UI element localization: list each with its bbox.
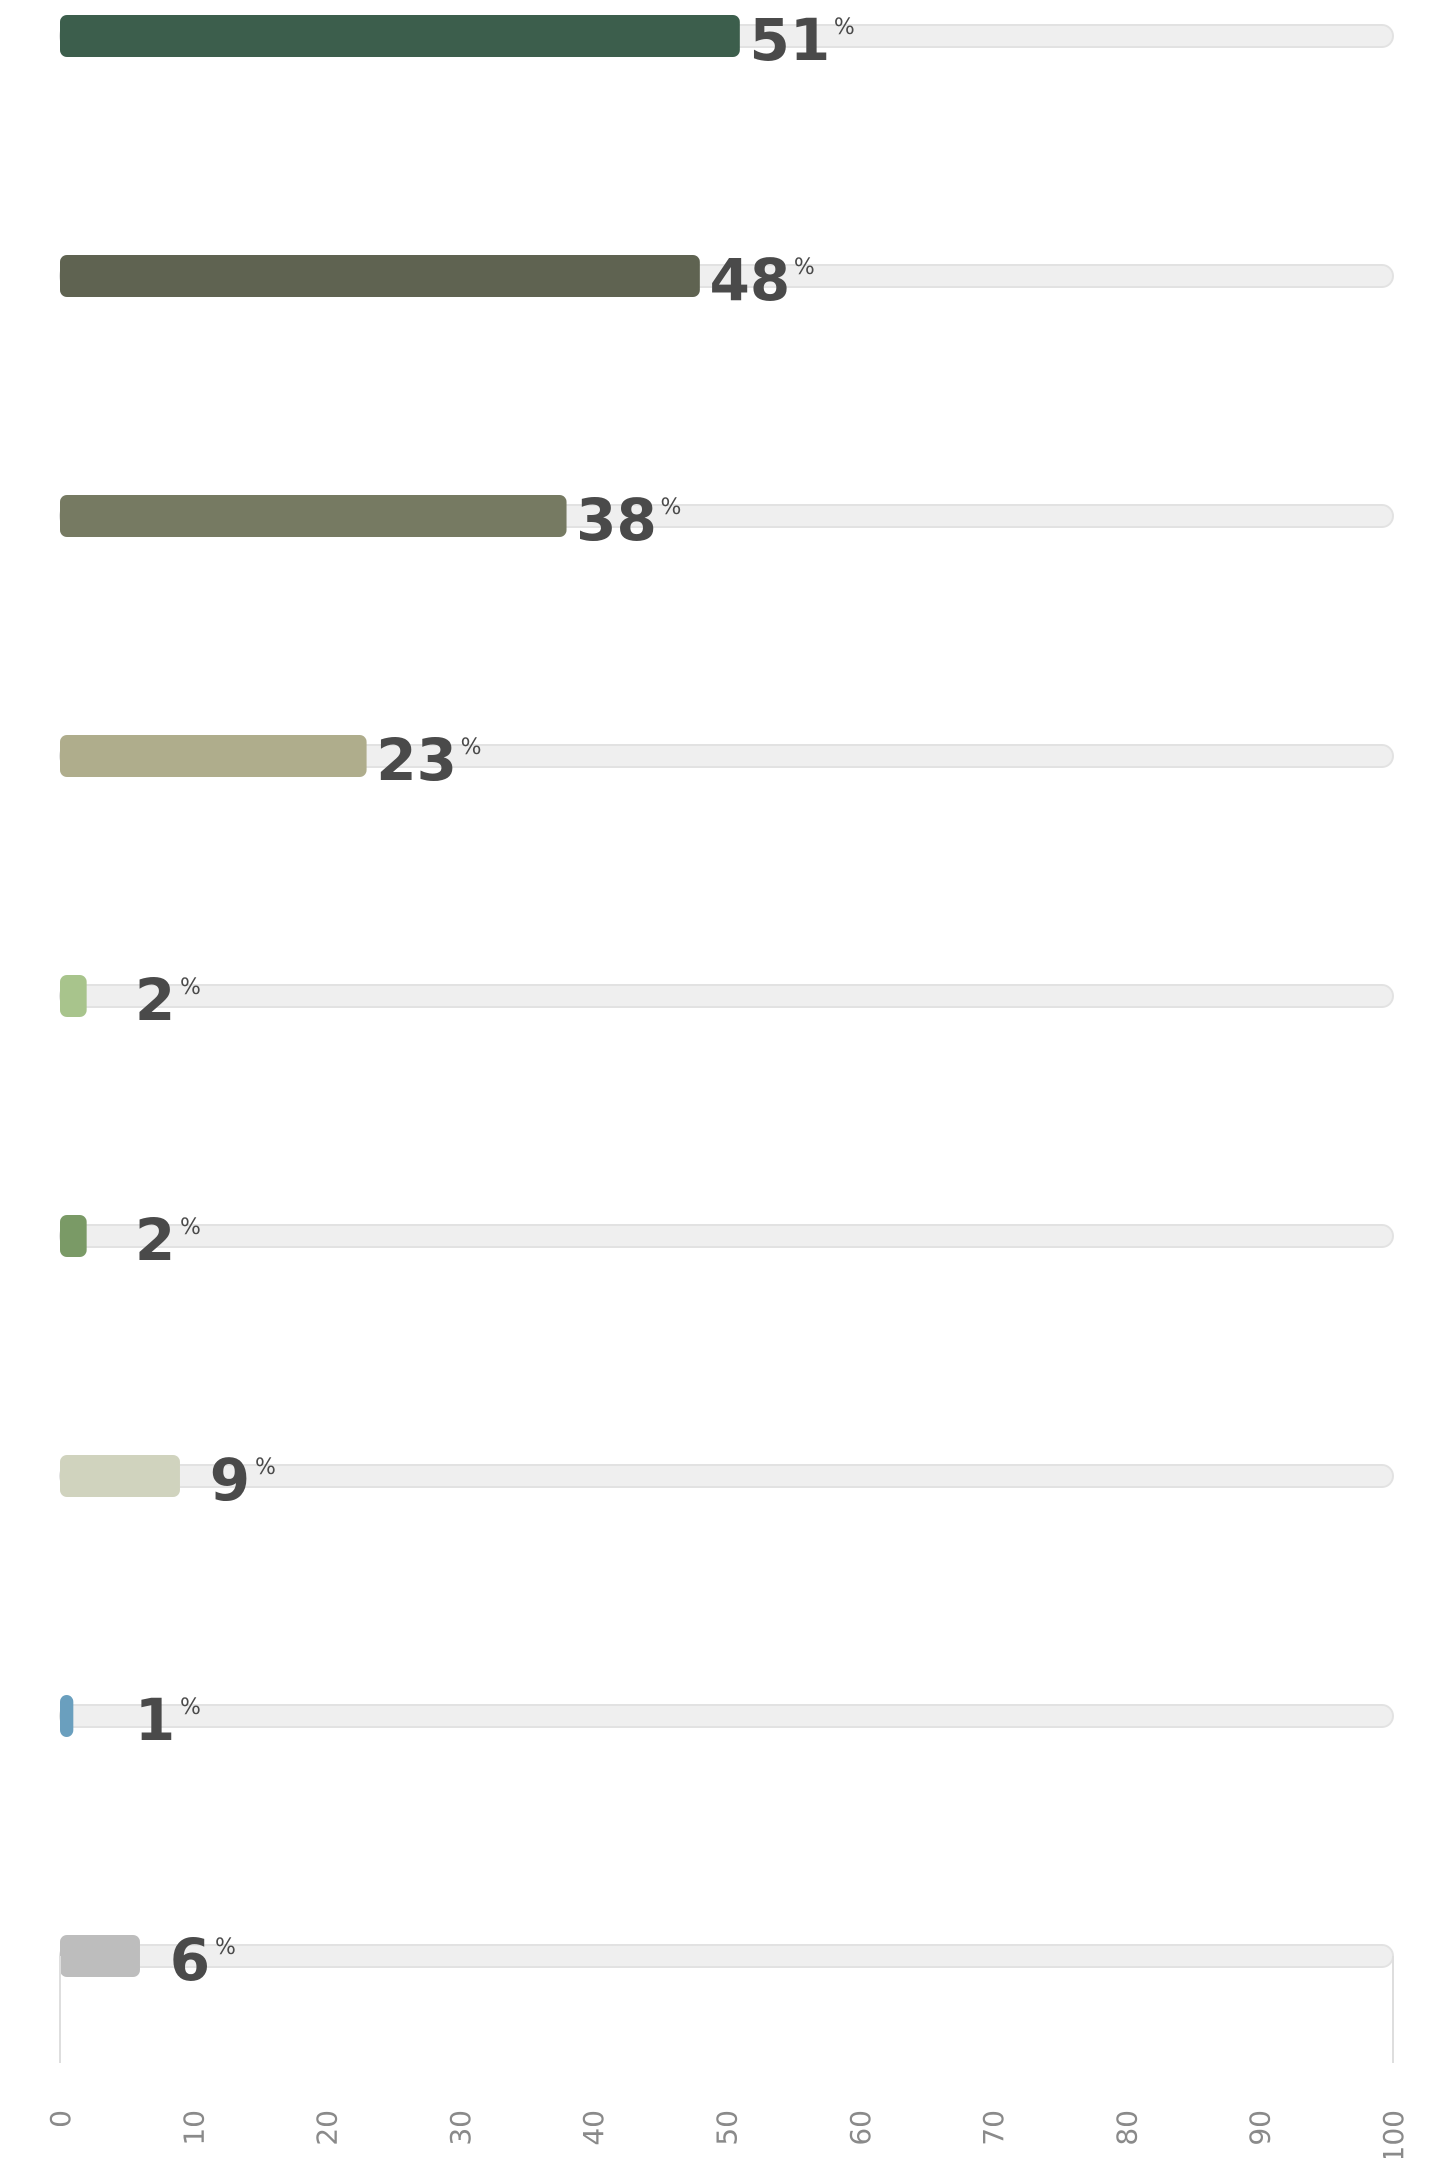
- value-label: 48: [709, 246, 790, 314]
- bar-tracks: [59, 24, 1394, 1968]
- x-tick-label: 10: [177, 2110, 210, 2146]
- value-unit: %: [180, 1695, 201, 1720]
- value-unit: %: [461, 735, 482, 760]
- bar-track: [59, 1224, 1394, 1248]
- value-label: 1: [135, 1686, 175, 1754]
- value-unit: %: [834, 15, 855, 40]
- bars: [60, 15, 740, 1977]
- bar: [60, 495, 567, 537]
- value-unit: %: [180, 975, 201, 1000]
- bar: [60, 255, 700, 297]
- value-unit: %: [794, 255, 815, 280]
- bar: [60, 1455, 180, 1497]
- x-tick-label: 60: [844, 2110, 877, 2146]
- x-tick-label: 20: [311, 2110, 344, 2146]
- value-unit: %: [255, 1455, 276, 1480]
- bar-track: [59, 1944, 1394, 1968]
- value-label: 9: [210, 1446, 250, 1514]
- x-tick-label: 90: [1244, 2110, 1277, 2146]
- value-label: 2: [135, 966, 175, 1034]
- value-label: 6: [170, 1926, 210, 1994]
- value-label: 38: [576, 486, 657, 554]
- x-tick-label: 30: [444, 2110, 477, 2146]
- x-tick-label: 50: [711, 2110, 744, 2146]
- value-labels: 51 %48 %38 %23 %2 %2 %9 %1 %6%: [135, 6, 855, 1994]
- bar: [60, 1695, 74, 1737]
- x-tick-label: 70: [977, 2110, 1010, 2146]
- value-label: 2: [135, 1206, 175, 1274]
- bar-track: [59, 984, 1394, 1008]
- value-unit: %: [661, 495, 682, 520]
- bar: [60, 1215, 87, 1257]
- x-tick-label: 0: [44, 2110, 77, 2128]
- bar: [60, 975, 87, 1017]
- x-tick-label: 100: [1377, 2110, 1410, 2158]
- bar: [60, 15, 740, 57]
- bar-track: [59, 1704, 1394, 1728]
- bar: [60, 735, 367, 777]
- value-label: 23: [376, 726, 457, 794]
- value-unit: %: [180, 1215, 201, 1240]
- x-tick-label: 80: [1110, 2110, 1143, 2146]
- x-axis: 0 10 20 30 40 50 60 70 80 90 100: [44, 1956, 1410, 2158]
- bar: [60, 1935, 140, 1977]
- value-unit: %: [215, 1935, 236, 1960]
- x-tick-label: 40: [577, 2110, 610, 2146]
- value-label: 51: [749, 6, 830, 74]
